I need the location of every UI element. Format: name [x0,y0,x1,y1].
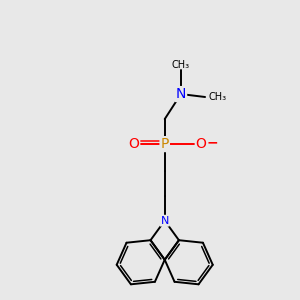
Text: P: P [160,137,169,151]
Text: CH₃: CH₃ [172,60,190,70]
Text: N: N [176,87,186,101]
Text: O: O [196,137,206,151]
Text: O: O [128,137,139,151]
Text: CH₃: CH₃ [208,92,226,102]
Text: −: − [207,136,218,150]
Text: N: N [160,216,169,226]
